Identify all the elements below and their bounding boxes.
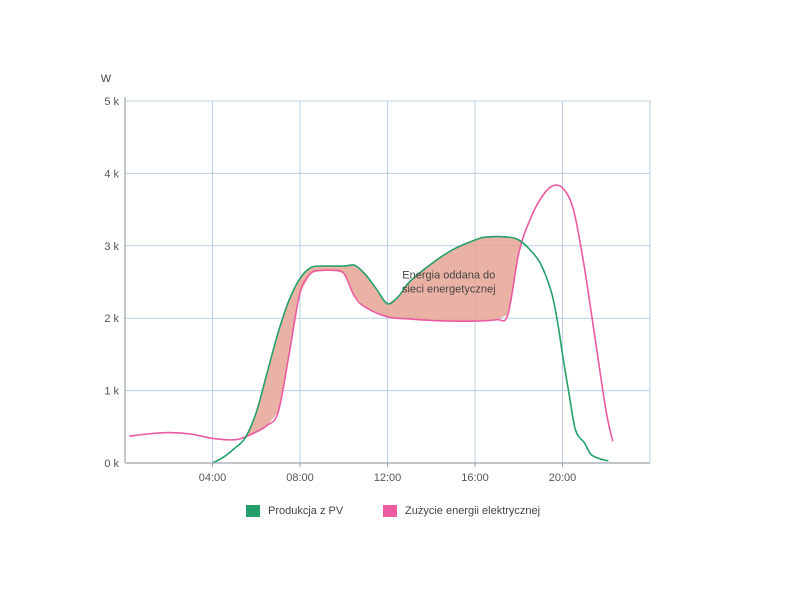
legend-item-production: Produkcja z PV [246,505,343,517]
y-tick-label: 2 k [104,313,119,325]
legend: Produkcja z PV Zużycie energii elektrycz… [0,505,800,525]
y-tick-label: 1 k [104,386,119,398]
x-tick-label: 12:00 [374,472,402,484]
y-tick-label: 5 k [104,96,119,108]
legend-label-production: Produkcja z PV [268,505,344,517]
tick-labels: 0 k 1 k 2 k 3 k 4 k 5 k 04:00 08:00 12:00 16:00 20… [101,73,576,484]
y-tick-label: 4 k [104,168,119,180]
annotation-line: Energia oddana do [402,269,495,281]
annotation-line: sieci energetycznej [402,283,496,295]
legend-label-consumption: Zużycie energii elektrycznej [405,505,541,517]
y-axis-unit: W [101,73,112,85]
y-tick-label: 3 k [104,241,119,253]
series-lines [129,184,614,464]
x-tick-label: 20:00 [549,472,577,484]
axes [124,97,650,467]
x-tick-label: 16:00 [461,472,489,484]
series-line-consumption [129,184,614,442]
y-tick-label: 0 k [104,458,119,470]
series-line-production [212,235,609,464]
x-tick-label: 08:00 [286,472,314,484]
legend-swatch-production [246,505,260,517]
annotation-text: Energia oddana do sieci energetycznej [402,269,496,295]
surplus-area [246,237,522,437]
exported-energy-area [246,237,522,437]
x-tick-label: 04:00 [199,472,227,484]
legend-swatch-consumption [383,505,397,517]
legend-item-consumption: Zużycie energii elektrycznej [383,505,540,517]
